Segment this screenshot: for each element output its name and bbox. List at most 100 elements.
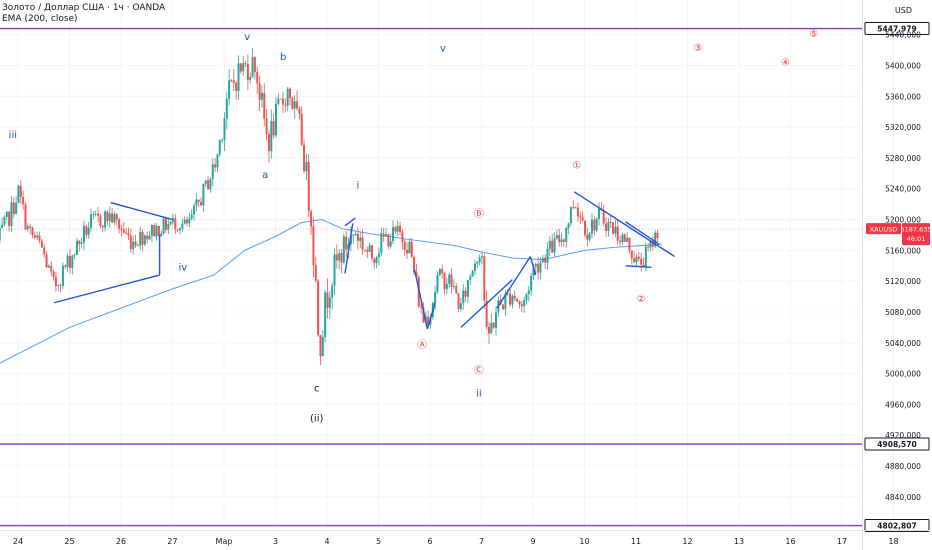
trend-line[interactable]	[573, 191, 676, 258]
candle-body	[637, 256, 640, 259]
candle-body	[230, 80, 233, 82]
candle-body	[574, 207, 577, 209]
candle-body	[553, 238, 556, 253]
candle-body	[441, 268, 444, 274]
candle-body	[410, 241, 413, 257]
candle-body	[382, 233, 385, 237]
trend-line[interactable]	[413, 269, 429, 330]
candle-body	[314, 265, 317, 281]
circled-wave-label: ②	[637, 294, 646, 305]
candle-body	[534, 263, 537, 267]
candle-body	[438, 268, 441, 275]
candle-body	[644, 246, 647, 267]
candle-body	[8, 211, 11, 227]
candle-body	[352, 234, 355, 236]
candle-body	[359, 237, 362, 241]
trend-line[interactable]	[625, 265, 652, 269]
candle-body	[455, 286, 458, 294]
candle-body	[296, 101, 299, 109]
circled-wave-label: ④	[781, 57, 790, 68]
candle-body	[228, 80, 231, 99]
candle-body	[466, 279, 469, 297]
candle-body	[609, 221, 612, 223]
candle-body	[286, 88, 289, 106]
candle-body	[1, 224, 4, 228]
candle-body	[101, 225, 104, 228]
price-tick-label: 5120,000	[885, 277, 921, 286]
candle-body	[24, 204, 27, 230]
candle-body	[193, 205, 196, 215]
trend-line[interactable]	[426, 302, 436, 330]
trend-line[interactable]	[110, 201, 173, 221]
time-tick-label: 18	[888, 537, 898, 546]
candle-body	[480, 256, 483, 258]
candle-body	[246, 63, 249, 80]
candle-body	[281, 98, 284, 105]
trend-line[interactable]	[496, 256, 532, 309]
candle-body	[621, 234, 624, 243]
candle-body	[635, 256, 638, 263]
candle-body	[71, 255, 74, 268]
time-tick-label: 16	[785, 537, 795, 546]
candle-body	[581, 217, 584, 221]
candle-body	[97, 213, 100, 216]
trend-line[interactable]	[529, 256, 537, 276]
candle-body	[244, 63, 247, 65]
current-price-value: 5187,635	[900, 226, 931, 234]
candle-body	[487, 326, 490, 334]
candle-body	[436, 274, 439, 292]
candle-body	[612, 222, 615, 234]
candle-body	[403, 241, 406, 250]
trend-line[interactable]	[53, 274, 160, 304]
wave-label: iii	[9, 130, 17, 141]
candle-body	[396, 225, 399, 232]
candle-body	[532, 266, 535, 276]
candle-body	[167, 224, 170, 230]
price-tick-label: 4960,000	[885, 400, 921, 409]
candle-body	[434, 291, 437, 304]
candle-body	[134, 241, 137, 246]
candle-body	[448, 274, 451, 284]
candle-body	[136, 245, 139, 247]
candle-body	[511, 295, 514, 305]
candle-body	[284, 104, 287, 106]
trend-line[interactable]	[460, 279, 513, 328]
wave-label: c	[314, 383, 320, 394]
candle-body	[548, 240, 551, 249]
candle-body	[520, 304, 523, 307]
trend-line[interactable]	[625, 221, 660, 245]
candle-body	[525, 294, 528, 300]
circled-wave-label: ③	[693, 43, 702, 54]
candle-body	[260, 93, 263, 100]
candle-body	[473, 263, 476, 271]
trend-line[interactable]	[344, 223, 354, 274]
candle-body	[319, 335, 322, 357]
candle-body	[12, 202, 15, 214]
price-level-tag	[864, 22, 930, 36]
candle-body	[420, 306, 423, 308]
candle-body	[54, 276, 57, 287]
candle-body	[90, 214, 93, 228]
candle-body	[5, 211, 8, 217]
circled-wave-label: ⑤	[809, 29, 818, 40]
candle-body	[649, 240, 652, 248]
candle-body	[478, 257, 481, 262]
time-tick-label: 13	[734, 537, 744, 546]
candle-body	[272, 121, 275, 136]
candle-body	[106, 211, 109, 222]
candle-body	[555, 235, 558, 239]
wave-label: (ii)	[310, 413, 323, 424]
candle-body	[492, 322, 495, 328]
candle-body	[235, 82, 238, 92]
candle-body	[602, 210, 605, 224]
candle-body	[408, 241, 411, 254]
candle-body	[225, 98, 228, 119]
candle-body	[92, 214, 95, 215]
trend-line[interactable]	[344, 217, 356, 227]
candle-body	[335, 254, 338, 261]
price-tick-label: 4840,000	[885, 493, 921, 502]
wave-label: (i)	[242, 0, 253, 1]
candle-body	[462, 290, 465, 304]
